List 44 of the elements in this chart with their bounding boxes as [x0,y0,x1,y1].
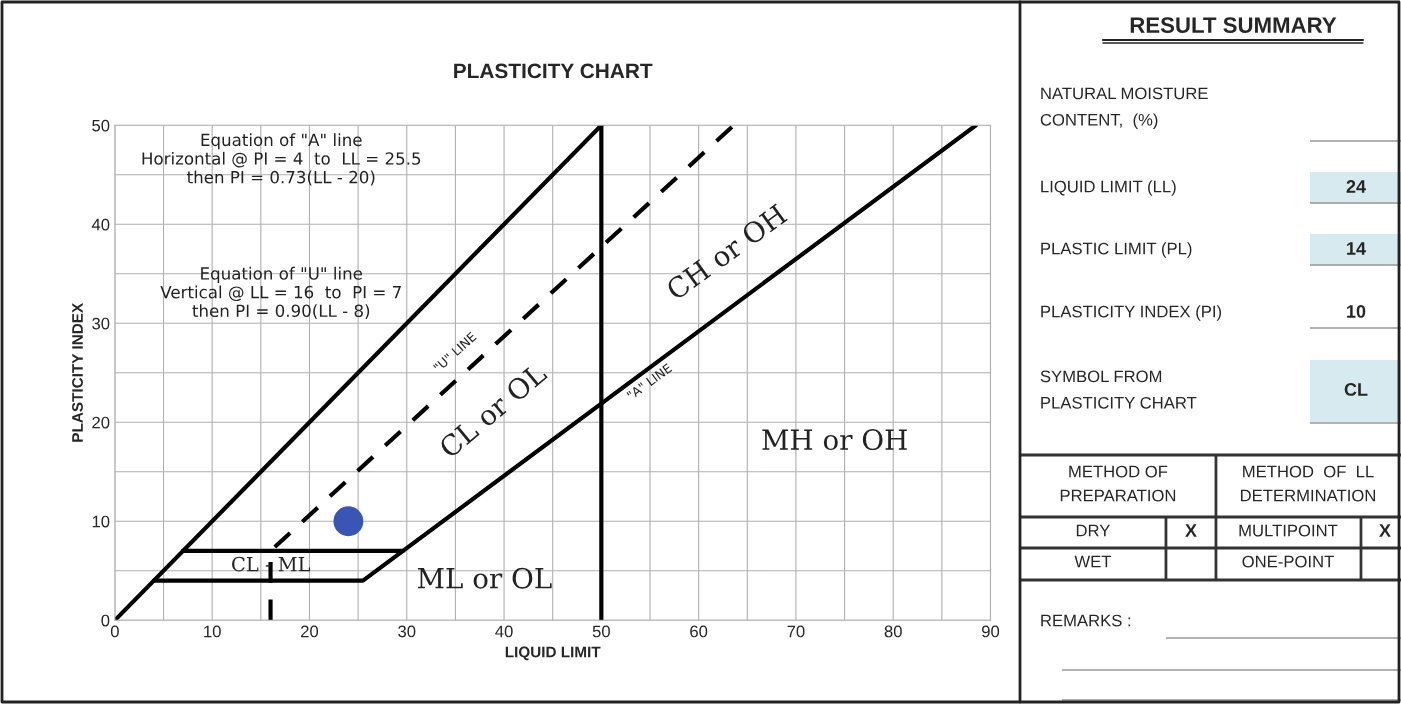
annotation: CL - ML [232,556,311,572]
x-tick-label: 60 [690,625,708,638]
x-tick-label: 20 [301,625,319,638]
y-tick-label: 50 [92,119,110,132]
text: PLASTIC LIMIT (PL) [1041,242,1192,258]
text: PLASTICITY INDEX (PI) [1041,305,1222,321]
text: SYMBOL FROM PLASTICITY CHART [1040,370,1197,409]
annotation: MH or OH [762,429,907,451]
x-tick-label: 80 [884,625,902,638]
y-tick-label: 20 [92,416,110,429]
x-tick-label: 90 [982,625,1000,638]
x-tick-label: 40 [495,625,513,638]
text: 24 [1346,180,1366,193]
text: CL [1344,383,1368,396]
text: DRY [1076,524,1111,537]
y-tick-label: 40 [91,218,110,231]
x-tick-label: 10 [204,625,221,638]
x-tick-label: 50 [592,625,610,638]
text: RESULT SUMMARY [1130,17,1337,33]
y-tick-label: 10 [92,515,110,528]
y-axis-title: PLASTICITY INDEX [72,303,83,442]
text: 10 [1347,305,1366,318]
text: ONE-POINT [1242,555,1334,568]
x-tick-label: 30 [398,625,416,638]
x-tick-label: 70 [787,625,805,638]
annotation: Equation of "U" line Vertical @ LL = 16 to PI = 7 then PI = 0.90(LL - 8) [160,266,401,320]
text: 14 [1347,242,1366,255]
text: METHOD OF PREPARATION [1060,465,1176,502]
text: MULTIPOINT [1239,524,1338,537]
text: WET [1074,555,1112,568]
chart-title: PLASTICITY CHART [454,63,653,79]
x-tick-label: 0 [110,625,119,638]
y-tick-label: 0 [101,614,110,627]
annotation: ML or OL [417,567,552,589]
text: REMARKS : [1041,614,1131,627]
text: X [1185,524,1197,537]
text: LIQUID LIMIT (LL) [1041,180,1176,196]
annotation: CH or OH [664,203,789,301]
text: NATURAL MOISTURE CONTENT, (%) [1040,87,1208,129]
x-axis-title: LIQUID LIMIT [505,646,601,661]
text: X [1379,524,1391,537]
text: METHOD OF LL DETERMINATION [1240,465,1375,502]
annotation: Equation of "A" line Horizontal @ PI = 4 to LL = 25.5 then PI = 0.73(LL - 20) [142,133,421,186]
y-tick-label: 30 [92,317,110,330]
